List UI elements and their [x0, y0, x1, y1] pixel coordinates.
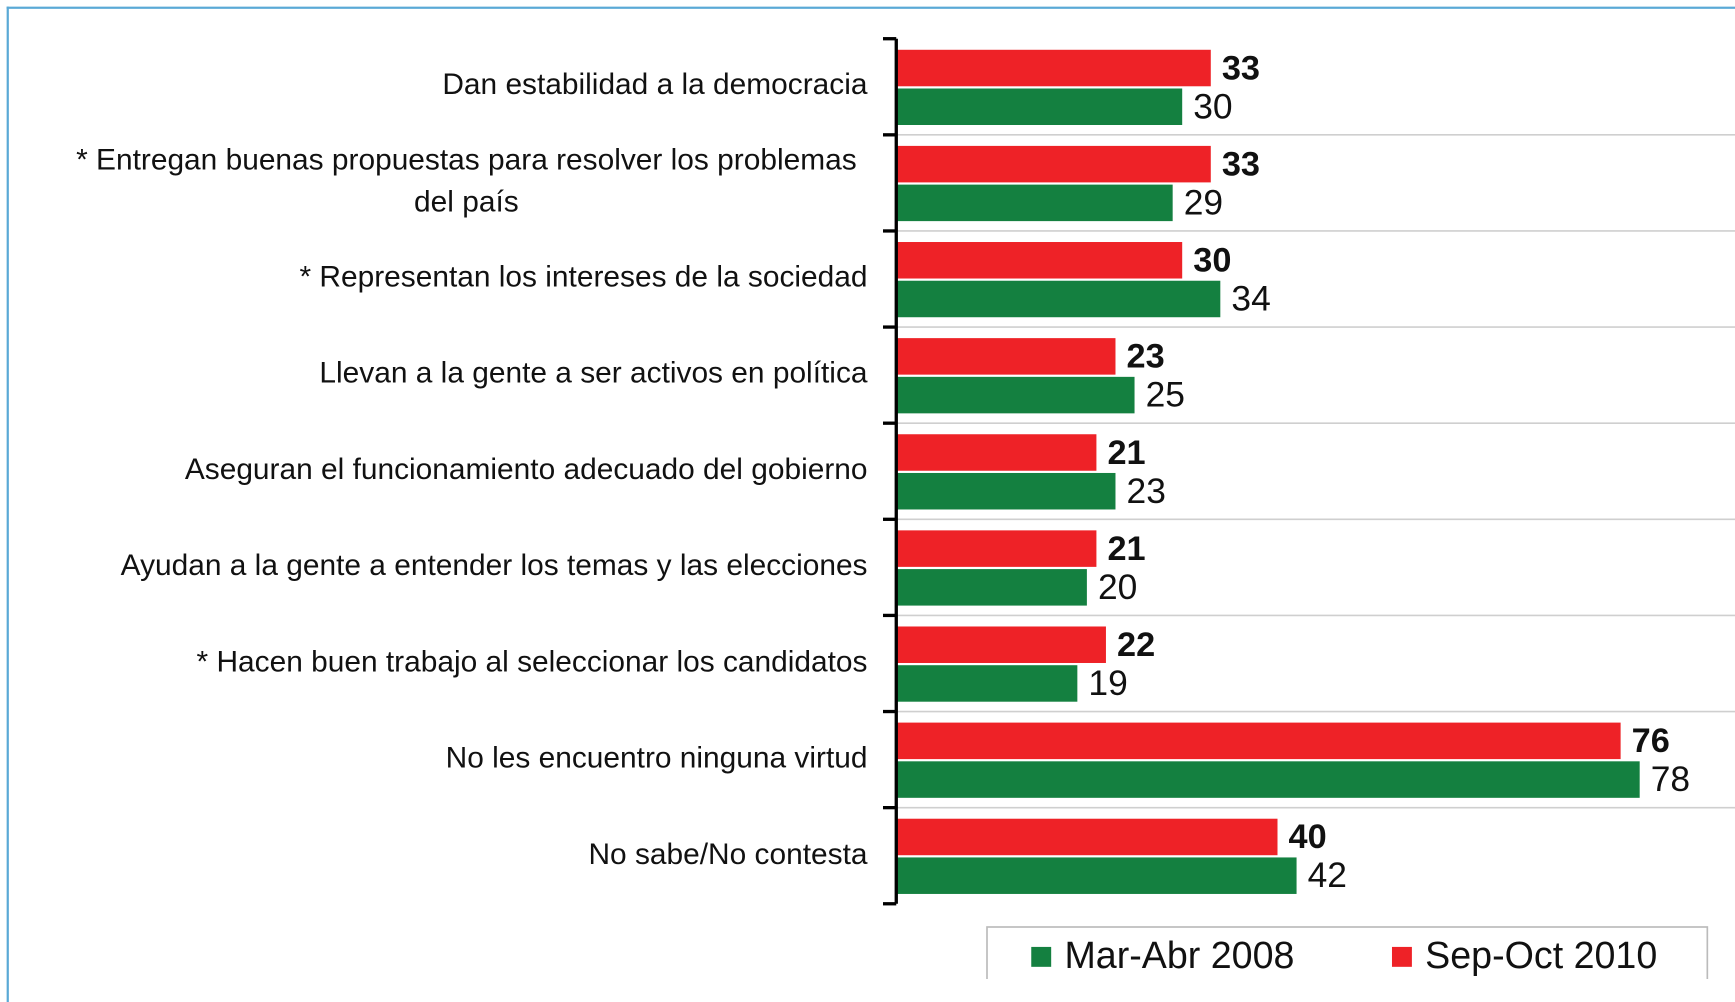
- bar: [896, 857, 1297, 894]
- bar: [896, 88, 1183, 126]
- value-label: 22: [1117, 626, 1155, 664]
- legend-label: Sep-Oct 2010: [1425, 934, 1657, 976]
- category-label: * Entregan buenas propuestas para resolv…: [65, 139, 867, 223]
- bar: [896, 722, 1621, 760]
- bar: [896, 626, 1106, 663]
- page: 33 30 33 29 30 34 23 25 21 23 21 20 22 19 76 78 40 42 Mar-…: [6, 6, 1735, 1002]
- value-label: 21: [1107, 434, 1145, 472]
- value-label: 30: [1193, 242, 1231, 280]
- category-text: No les encuentro ninguna virtud: [445, 740, 868, 774]
- category-text: * Entregan buenas propuestas para resolv…: [76, 143, 857, 219]
- legend-label: Mar-Abr 2008: [1064, 934, 1294, 976]
- category-label: * Hacen buen trabajo al seleccionar los …: [197, 640, 868, 682]
- legend-box: [986, 926, 1709, 979]
- value-label: 19: [1088, 663, 1127, 703]
- category-text: * Representan los intereses de la socied…: [299, 260, 868, 294]
- bar: [896, 145, 1211, 183]
- category-text: Ayudan a la gente a entender los temas y…: [120, 548, 868, 582]
- bar: [896, 338, 1116, 375]
- category-text: Dan estabilidad a la democracia: [442, 67, 868, 102]
- bar: [896, 818, 1278, 856]
- legend-swatch: [1031, 946, 1052, 967]
- value-label: 30: [1193, 86, 1232, 126]
- chart: 333033293034232521232120221976784042Mar-…: [882, 37, 1735, 979]
- category-text: No sabe/No contesta: [588, 836, 868, 871]
- value-label: 21: [1107, 530, 1145, 568]
- value-label: 33: [1222, 145, 1260, 183]
- category-label: Llevan a la gente a ser activos en polít…: [319, 352, 867, 394]
- bar: [896, 761, 1640, 798]
- value-label: 40: [1289, 818, 1327, 856]
- category-label: * Representan los intereses de la socied…: [299, 256, 867, 298]
- category-text: Llevan a la gente a ser activos en polít…: [319, 356, 868, 390]
- bar: [896, 665, 1078, 702]
- value-label: 78: [1651, 759, 1690, 799]
- value-label: 23: [1127, 471, 1166, 511]
- value-label: 33: [1222, 49, 1260, 87]
- legend-swatch: [1391, 946, 1412, 967]
- bar: [896, 49, 1211, 87]
- bar: [896, 280, 1221, 318]
- bar: [896, 530, 1097, 567]
- category-label: Aseguran el funcionamiento adecuado del …: [185, 448, 868, 490]
- bar: [896, 434, 1097, 471]
- value-label: 42: [1308, 855, 1347, 895]
- category-text: Aseguran el funcionamiento adecuado del …: [184, 452, 868, 486]
- value-label: 34: [1231, 279, 1270, 319]
- value-label: 20: [1098, 567, 1137, 607]
- value-label: 76: [1632, 722, 1670, 760]
- frame: [6, 6, 1735, 1002]
- category-label: Dan estabilidad a la democracia: [442, 64, 867, 106]
- bar: [896, 184, 1173, 222]
- bar: [896, 569, 1087, 606]
- value-label: 25: [1146, 375, 1185, 415]
- category-label: No sabe/No contesta: [588, 832, 867, 874]
- bar: [896, 242, 1183, 279]
- bar: [896, 472, 1116, 510]
- value-label: 23: [1127, 338, 1165, 376]
- bar: [896, 376, 1135, 414]
- category-label: No les encuentro ninguna virtud: [446, 736, 868, 778]
- category-label: Ayudan a la gente a entender los temas y…: [121, 544, 868, 586]
- category-text: * Hacen buen trabajo al seleccionar los …: [196, 644, 868, 678]
- value-label: 29: [1184, 182, 1223, 222]
